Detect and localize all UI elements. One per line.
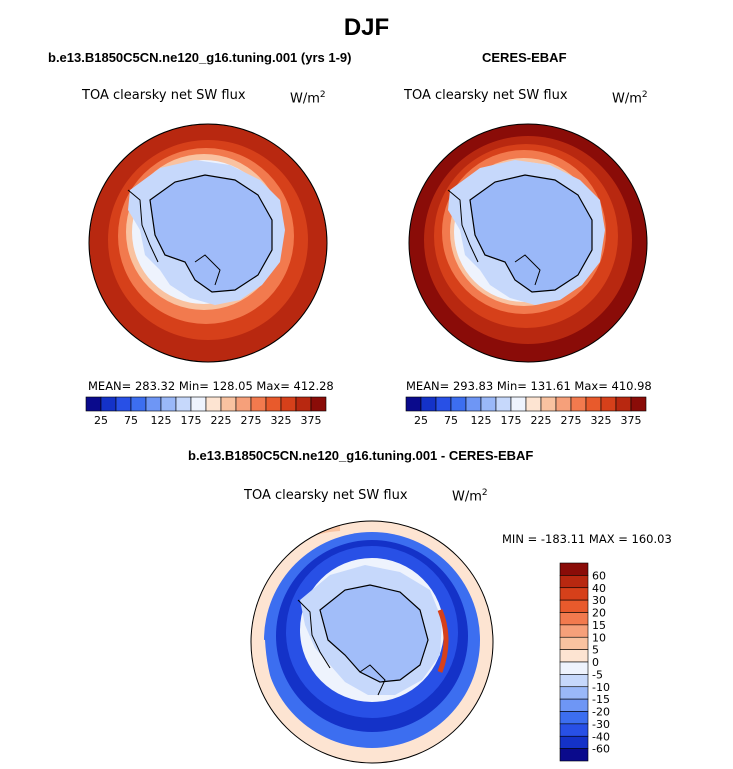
- colorbar-box: [450, 396, 467, 412]
- colorbar-box: [559, 562, 589, 576]
- colorbar-box: [559, 575, 589, 589]
- colorbar-tick-label: 275: [241, 414, 262, 427]
- colorbar-tick-label: 325: [591, 414, 612, 427]
- colorbar-box: [615, 396, 632, 412]
- colorbar-box: [160, 396, 177, 412]
- colorbar-box: [495, 396, 512, 412]
- colorbar-box: [280, 396, 297, 412]
- colorbar-box: [559, 674, 589, 688]
- diff-map: [251, 521, 493, 763]
- colorbar-box: [85, 396, 102, 412]
- colorbar-box: [480, 396, 497, 412]
- colorbar-box: [205, 396, 222, 412]
- colorbar-box: [559, 599, 589, 613]
- colorbar-box: [559, 612, 589, 626]
- colorbar-tick-label: 0: [592, 656, 599, 669]
- colorbar-box: [559, 649, 589, 663]
- colorbar-box: [559, 624, 589, 638]
- left-stats: MEAN= 283.32 Min= 128.05 Max= 412.28: [88, 379, 334, 393]
- colorbar-tick-label: 175: [501, 414, 522, 427]
- colorbar-box: [145, 396, 162, 412]
- colorbar-tick-label: 375: [621, 414, 642, 427]
- left-colorbar: 25 75 125 175 225 275 325 375: [85, 396, 327, 427]
- colorbar-box: [405, 396, 422, 412]
- colorbar-tick-label: 75: [124, 414, 138, 427]
- colorbar-tick-label: -30: [592, 718, 610, 731]
- colorbar-box: [559, 723, 589, 737]
- colorbar-tick-label: -60: [592, 743, 610, 756]
- colorbar-tick-label: -5: [592, 668, 603, 681]
- colorbar-box: [435, 396, 452, 412]
- colorbar-tick-label: 40: [592, 582, 606, 595]
- right-colorbar: 25 75 125 175 225 275 325 375: [405, 396, 647, 427]
- colorbar-box: [585, 396, 602, 412]
- left-panel-title: b.e13.B1850C5CN.ne120_g16.tuning.001 (yr…: [48, 50, 352, 65]
- colorbar-box: [559, 735, 589, 749]
- colorbar-box: [525, 396, 542, 412]
- colorbar-box: [630, 396, 647, 412]
- colorbar-box: [555, 396, 572, 412]
- colorbar-tick-label: -15: [592, 693, 610, 706]
- right-variable-label: TOA clearsky net SW flux: [404, 88, 568, 103]
- colorbar-tick-label: 125: [151, 414, 172, 427]
- colorbar-box: [220, 396, 237, 412]
- colorbar-tick-label: 125: [471, 414, 492, 427]
- colorbar-box: [570, 396, 587, 412]
- colorbar-box: [100, 396, 117, 412]
- colorbar-box: [510, 396, 527, 412]
- colorbar-tick-label: -10: [592, 681, 610, 694]
- colorbar-box: [559, 698, 589, 712]
- colorbar-box: [420, 396, 437, 412]
- figure-title: DJF: [343, 14, 390, 41]
- colorbar-box: [600, 396, 617, 412]
- colorbar-box: [115, 396, 132, 412]
- diff-panel-title: b.e13.B1850C5CN.ne120_g16.tuning.001 - C…: [188, 448, 534, 463]
- colorbar-box: [559, 636, 589, 650]
- colorbar-box: [559, 587, 589, 601]
- colorbar-tick-label: 275: [561, 414, 582, 427]
- colorbar-box: [559, 748, 589, 762]
- colorbar-box: [250, 396, 267, 412]
- colorbar-tick-label: 20: [592, 607, 606, 620]
- colorbar-tick-label: 375: [301, 414, 322, 427]
- right-units-label: W/m2: [612, 90, 648, 107]
- colorbar-tick-label: 175: [181, 414, 202, 427]
- colorbar-box: [559, 686, 589, 700]
- colorbar-box: [540, 396, 557, 412]
- colorbar-tick-label: 325: [271, 414, 292, 427]
- colorbar-box: [310, 396, 327, 412]
- colorbar-box: [559, 711, 589, 725]
- right-map: [409, 124, 647, 362]
- colorbar-box: [235, 396, 252, 412]
- diff-stats: MIN = -183.11 MAX = 160.03: [502, 532, 672, 546]
- diff-units-label: W/m2: [452, 488, 488, 505]
- colorbar-tick-label: 5: [592, 644, 599, 657]
- colorbar-box: [190, 396, 207, 412]
- colorbar-box: [130, 396, 147, 412]
- right-stats: MEAN= 293.83 Min= 131.61 Max= 410.98: [406, 379, 652, 393]
- left-variable-label: TOA clearsky net SW flux: [82, 88, 246, 103]
- colorbar-box: [559, 661, 589, 675]
- colorbar-tick-label: 25: [414, 414, 428, 427]
- colorbar-tick-label: -40: [592, 730, 610, 743]
- colorbar-box: [265, 396, 282, 412]
- colorbar-tick-label: 75: [444, 414, 458, 427]
- colorbar-tick-label: 225: [211, 414, 232, 427]
- left-units-label: W/m2: [290, 90, 326, 107]
- colorbar-tick-label: 10: [592, 631, 606, 644]
- diff-variable-label: TOA clearsky net SW flux: [244, 488, 408, 503]
- colorbar-tick-label: 25: [94, 414, 108, 427]
- colorbar-tick-label: 15: [592, 619, 606, 632]
- colorbar-tick-label: 60: [592, 569, 606, 582]
- colorbar-tick-label: 225: [531, 414, 552, 427]
- colorbar-tick-label: -20: [592, 706, 610, 719]
- colorbar-tick-label: 30: [592, 594, 606, 607]
- colorbar-box: [295, 396, 312, 412]
- colorbar-box: [465, 396, 482, 412]
- colorbar-box: [175, 396, 192, 412]
- left-map: [89, 124, 327, 362]
- right-panel-title: CERES-EBAF: [482, 50, 567, 65]
